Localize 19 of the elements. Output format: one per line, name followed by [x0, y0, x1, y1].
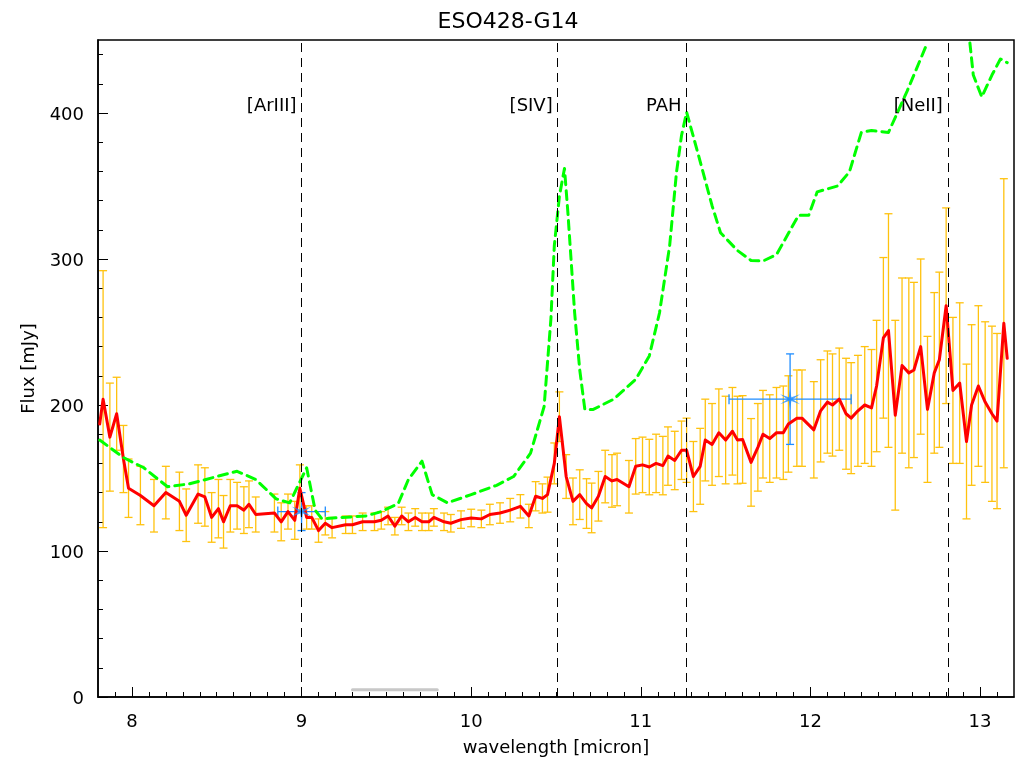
x-axis-title: wavelength [micron] — [462, 735, 650, 757]
y-tick-label: 100 — [49, 540, 84, 562]
x-tick-label: 9 — [295, 709, 308, 731]
ref-line-label: [NeII] — [893, 93, 943, 115]
ref-line-label: [ArIII] — [246, 93, 297, 115]
ref-line-label: [SIV] — [509, 93, 553, 115]
line-series — [98, 304, 1009, 533]
chart-title: ESO428-G14 — [437, 7, 579, 33]
x-tick-label: 11 — [629, 709, 653, 731]
y-tick-label: 300 — [49, 248, 84, 270]
x-tick-label: 13 — [968, 709, 992, 731]
y-tick-label: 0 — [72, 686, 84, 708]
ref-line-label: PAH — [646, 93, 682, 115]
y-axis-title: Flux [mJy] — [16, 323, 38, 414]
y-tick-label: 400 — [49, 102, 84, 124]
x-tick-label: 12 — [798, 709, 822, 731]
x-tick-label: 8 — [126, 709, 138, 731]
x-tick-label: 10 — [459, 709, 483, 731]
y-tick-label: 200 — [49, 394, 84, 416]
